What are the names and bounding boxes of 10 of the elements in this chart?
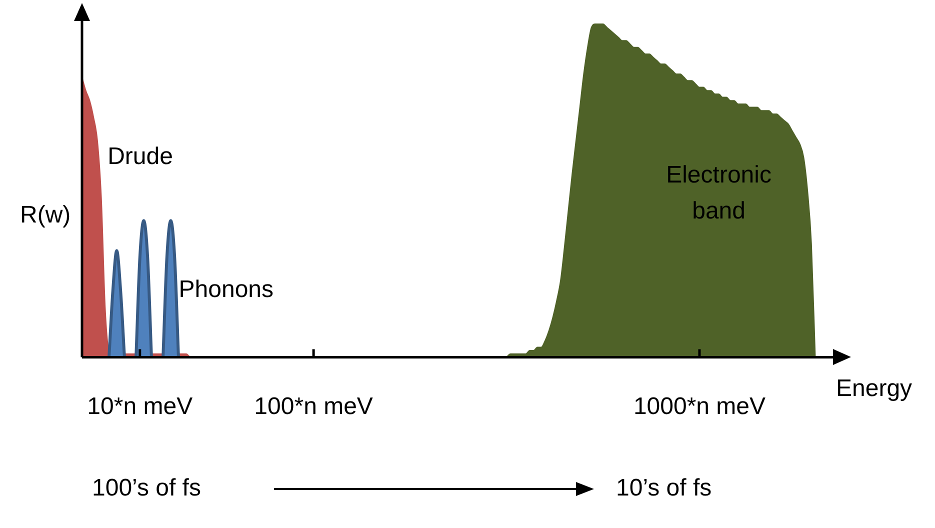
x-axis-title: Energy xyxy=(836,374,912,402)
text: 100’s of fs xyxy=(92,474,201,502)
text: 10’s of fs xyxy=(616,474,712,502)
x-tick-label: 10*n meV xyxy=(87,393,193,420)
x-tick-label: 100*n meV xyxy=(254,393,373,420)
x-tick-label: 1000*n meV xyxy=(633,393,766,420)
y-axis-title: R(w) xyxy=(20,202,71,229)
series-label: Electronic band xyxy=(666,162,772,225)
series-label: Drude xyxy=(108,142,173,170)
series-label: Phonons xyxy=(178,276,274,304)
